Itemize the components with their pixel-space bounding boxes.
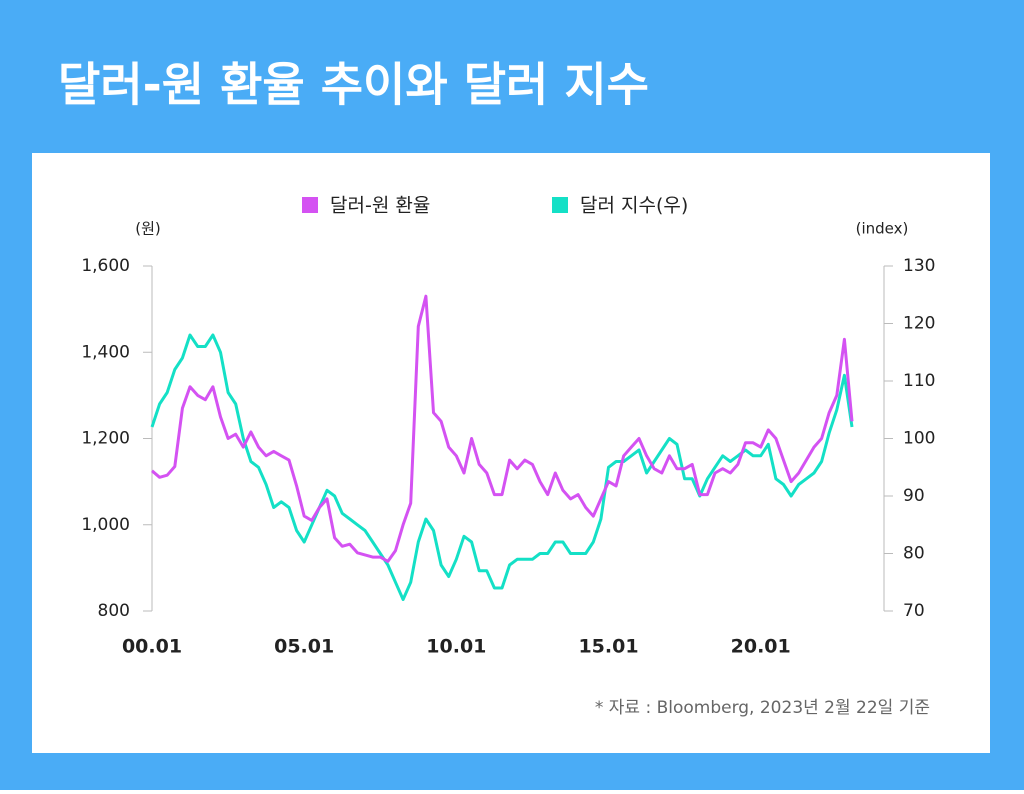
y2-tick-label: 80 xyxy=(903,544,925,564)
series-line xyxy=(150,333,854,601)
y2-tick-label: 100 xyxy=(903,429,935,449)
y2-tick-label: 120 xyxy=(903,314,935,334)
y-axis-label: (원) xyxy=(135,220,161,238)
y2-tick-label: 110 xyxy=(903,371,935,391)
y-tick-label: 1,400 xyxy=(81,342,130,362)
x-tick-label: 20.01 xyxy=(731,636,791,658)
chart-title: 달러-원 환율 추이와 달러 지수 xyxy=(58,58,649,112)
y2-axis-label: (index) xyxy=(856,220,909,238)
y-tick-label: 800 xyxy=(98,601,130,621)
y2-tick-label: 130 xyxy=(903,256,935,276)
series-line xyxy=(151,294,854,563)
y2-tick-label: 70 xyxy=(903,601,925,621)
x-tick-label: 00.01 xyxy=(122,636,182,658)
legend-label: 달러 지수(우) xyxy=(580,195,688,217)
legend-swatch xyxy=(302,197,318,213)
legend-swatch xyxy=(552,197,568,213)
x-tick-label: 10.01 xyxy=(426,636,486,658)
panel xyxy=(32,153,990,753)
y-tick-label: 1,200 xyxy=(81,429,130,449)
x-tick-label: 15.01 xyxy=(578,636,638,658)
y2-tick-label: 90 xyxy=(903,486,925,506)
y-tick-label: 1,600 xyxy=(81,256,130,276)
source-note: * 자료 : Bloomberg, 2023년 2월 22일 기준 xyxy=(595,698,930,718)
x-tick-label: 05.01 xyxy=(274,636,334,658)
legend-label: 달러-원 환율 xyxy=(330,195,430,217)
y-tick-label: 1,000 xyxy=(81,515,130,535)
